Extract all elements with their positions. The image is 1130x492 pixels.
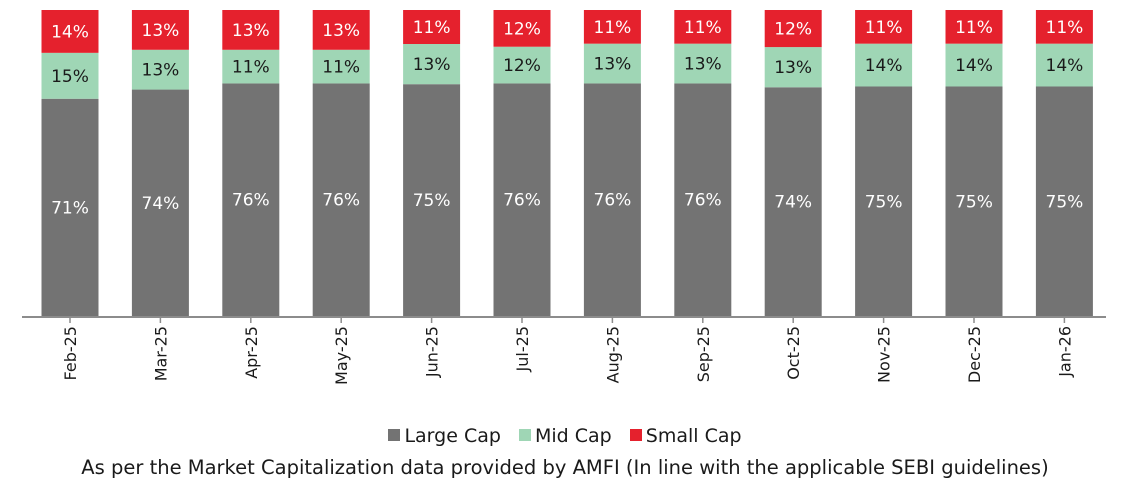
bar-large-cap-oct-25 bbox=[764, 87, 822, 316]
legend-label-large-cap: Large Cap bbox=[404, 425, 501, 447]
bar-small-cap-apr-25 bbox=[222, 10, 280, 50]
bar-large-cap-dec-25 bbox=[945, 86, 1003, 316]
data-label-small-cap-jun-25: 11% bbox=[413, 18, 451, 38]
data-label-large-cap-oct-25: 74% bbox=[774, 193, 812, 213]
x-tick-label-aug-25: Aug-25 bbox=[603, 326, 622, 383]
bar-mid-cap-mar-25 bbox=[131, 49, 189, 90]
data-label-small-cap-dec-25: 11% bbox=[955, 18, 993, 38]
data-label-small-cap-mar-25: 13% bbox=[142, 21, 180, 41]
x-tick-label-oct-25: Oct-25 bbox=[784, 326, 803, 380]
data-label-large-cap-feb-25: 71% bbox=[51, 198, 89, 218]
data-label-small-cap-sep-25: 11% bbox=[684, 18, 722, 38]
bar-small-cap-dec-25 bbox=[945, 10, 1003, 44]
legend-item-small-cap: Small Cap bbox=[629, 425, 742, 447]
chart-legend: Large Cap Mid Cap Small Cap bbox=[0, 425, 1130, 447]
bar-large-cap-may-25 bbox=[312, 83, 370, 316]
data-label-large-cap-jan-26: 75% bbox=[1046, 192, 1084, 212]
data-label-mid-cap-jun-25: 13% bbox=[413, 55, 451, 75]
data-label-mid-cap-mar-25: 13% bbox=[142, 61, 180, 81]
x-tick-label-nov-25: Nov-25 bbox=[875, 326, 894, 383]
data-label-mid-cap-dec-25: 14% bbox=[955, 56, 993, 76]
x-tick-label-feb-25: Feb-25 bbox=[61, 326, 80, 380]
bar-mid-cap-apr-25 bbox=[222, 49, 280, 84]
bar-small-cap-mar-25 bbox=[131, 10, 189, 50]
data-label-large-cap-dec-25: 75% bbox=[955, 192, 993, 212]
data-label-small-cap-jan-26: 11% bbox=[1046, 18, 1084, 38]
data-label-large-cap-mar-25: 74% bbox=[142, 194, 180, 214]
x-tick-label-jul-25: Jul-25 bbox=[513, 326, 532, 372]
legend-swatch-large-cap bbox=[388, 429, 401, 441]
data-label-mid-cap-may-25: 11% bbox=[322, 58, 360, 78]
x-axis-ticks: Feb-25 Mar-25 Apr-25 May-25 Jun-25 Jul-25 Aug-… bbox=[61, 317, 1074, 385]
bar-small-cap-aug-25 bbox=[583, 10, 641, 44]
bar-mid-cap-nov-25 bbox=[855, 43, 913, 87]
bar-mid-cap-jan-26 bbox=[1035, 43, 1093, 87]
data-label-large-cap-jun-25: 75% bbox=[413, 191, 451, 211]
legend-item-mid-cap: Mid Cap bbox=[518, 425, 612, 447]
data-label-large-cap-sep-25: 76% bbox=[684, 191, 722, 211]
x-tick-label-apr-25: Apr-25 bbox=[242, 326, 261, 379]
data-label-small-cap-nov-25: 11% bbox=[865, 18, 903, 38]
bar-large-cap-sep-25 bbox=[674, 83, 732, 316]
bar-large-cap-feb-25 bbox=[41, 98, 99, 317]
bar-large-cap-aug-25 bbox=[583, 83, 641, 316]
data-label-small-cap-aug-25: 11% bbox=[594, 18, 632, 38]
bar-mid-cap-jul-25 bbox=[493, 46, 551, 84]
x-tick-label-may-25: May-25 bbox=[332, 326, 351, 385]
bar-mid-cap-oct-25 bbox=[764, 47, 822, 88]
bar-mid-cap-jun-25 bbox=[403, 44, 461, 85]
legend-label-small-cap: Small Cap bbox=[645, 425, 742, 447]
data-label-mid-cap-nov-25: 14% bbox=[865, 56, 903, 76]
bar-large-cap-nov-25 bbox=[855, 86, 913, 316]
bar-large-cap-jul-25 bbox=[493, 83, 551, 316]
bar-large-cap-jun-25 bbox=[403, 84, 461, 316]
data-label-small-cap-oct-25: 12% bbox=[774, 20, 812, 40]
x-tick-label-jan-26: Jan-26 bbox=[1055, 326, 1074, 378]
bar-mid-cap-feb-25 bbox=[41, 52, 99, 99]
data-label-large-cap-jul-25: 76% bbox=[503, 191, 541, 211]
bar-mid-cap-dec-25 bbox=[945, 43, 1003, 87]
bar-small-cap-sep-25 bbox=[674, 10, 732, 44]
bar-mid-cap-aug-25 bbox=[583, 43, 641, 84]
x-tick-label-sep-25: Sep-25 bbox=[694, 326, 713, 382]
data-label-mid-cap-feb-25: 15% bbox=[51, 67, 89, 87]
data-label-large-cap-nov-25: 75% bbox=[865, 192, 903, 212]
data-label-large-cap-aug-25: 76% bbox=[594, 191, 632, 211]
data-label-small-cap-may-25: 13% bbox=[322, 21, 360, 41]
legend-label-mid-cap: Mid Cap bbox=[534, 425, 612, 447]
bar-small-cap-may-25 bbox=[312, 10, 370, 50]
bar-small-cap-jun-25 bbox=[403, 10, 461, 44]
data-label-mid-cap-jul-25: 12% bbox=[503, 56, 541, 76]
bars-group: 71% 15% 14% 74% 13% 13% 76% 11% 13% 76% 11% 13% 75% 1… bbox=[41, 10, 1093, 317]
data-label-large-cap-apr-25: 76% bbox=[232, 191, 270, 211]
data-label-mid-cap-oct-25: 13% bbox=[774, 58, 812, 78]
data-label-mid-cap-apr-25: 11% bbox=[232, 58, 270, 78]
legend-swatch-small-cap bbox=[629, 429, 642, 441]
bar-small-cap-jan-26 bbox=[1035, 10, 1093, 44]
bar-small-cap-oct-25 bbox=[764, 10, 822, 48]
x-tick-label-jun-25: Jun-25 bbox=[423, 326, 442, 378]
data-label-mid-cap-jan-26: 14% bbox=[1046, 56, 1084, 76]
bar-large-cap-jan-26 bbox=[1035, 86, 1093, 316]
legend-item-large-cap: Large Cap bbox=[388, 425, 501, 447]
data-label-small-cap-feb-25: 14% bbox=[51, 22, 89, 42]
legend-swatch-mid-cap bbox=[518, 429, 531, 441]
bar-large-cap-apr-25 bbox=[222, 83, 280, 316]
stacked-bar-chart: 71% 15% 14% 74% 13% 13% 76% 11% 13% 76% 11% 13% 75% 1… bbox=[22, 10, 1106, 385]
data-label-large-cap-may-25: 76% bbox=[322, 191, 360, 211]
data-label-mid-cap-sep-25: 13% bbox=[684, 55, 722, 75]
x-tick-label-mar-25: Mar-25 bbox=[151, 326, 170, 381]
data-label-mid-cap-aug-25: 13% bbox=[594, 55, 632, 75]
data-label-small-cap-apr-25: 13% bbox=[232, 21, 270, 41]
bar-small-cap-nov-25 bbox=[855, 10, 913, 44]
bar-large-cap-mar-25 bbox=[131, 89, 189, 316]
bar-mid-cap-may-25 bbox=[312, 49, 370, 84]
bar-small-cap-feb-25 bbox=[41, 10, 99, 53]
footnote: As per the Market Capitalization data pr… bbox=[81, 456, 1049, 479]
bar-small-cap-jul-25 bbox=[493, 10, 551, 47]
bar-mid-cap-sep-25 bbox=[674, 43, 732, 84]
x-tick-label-dec-25: Dec-25 bbox=[965, 326, 984, 383]
data-label-small-cap-jul-25: 12% bbox=[503, 19, 541, 39]
